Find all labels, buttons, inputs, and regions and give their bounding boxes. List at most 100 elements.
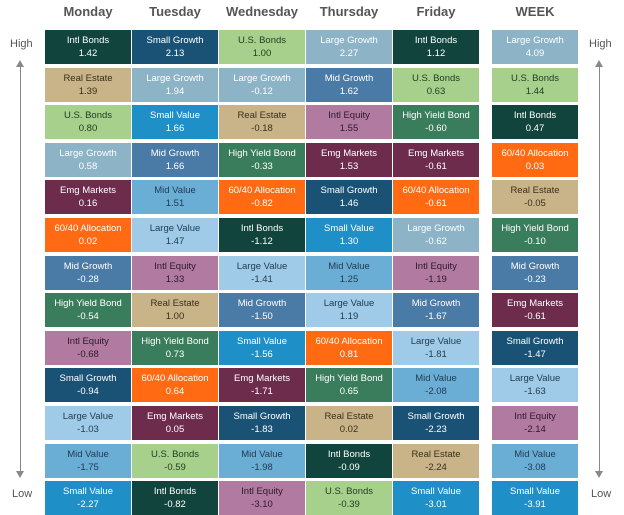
asset-class-label: Intl Equity bbox=[67, 335, 109, 347]
asset-class-label: U.S. Bonds bbox=[510, 72, 560, 84]
asset-class-label: High Yield Bond bbox=[54, 298, 122, 310]
asset-class-label: Small Value bbox=[510, 486, 560, 498]
return-value: -1.63 bbox=[524, 386, 546, 398]
asset-class-label: Mid Growth bbox=[324, 72, 374, 84]
return-value: -0.62 bbox=[425, 236, 447, 247]
table-cell: U.S. Bonds 0.63 bbox=[393, 67, 479, 102]
return-value: -1.56 bbox=[251, 348, 273, 360]
asset-class-label: 60/40 Allocation bbox=[315, 335, 383, 347]
table-cell: High Yield Bond -0.54 bbox=[45, 293, 131, 328]
return-value: 0.80 bbox=[78, 123, 98, 135]
return-value: -1.81 bbox=[425, 348, 447, 360]
return-value: 0.02 bbox=[78, 236, 98, 247]
asset-class-label: Emg Markets bbox=[234, 373, 290, 385]
asset-class-label: Intl Bonds bbox=[153, 486, 197, 498]
table-cell: Small Value -1.56 bbox=[219, 330, 305, 365]
return-value: -0.09 bbox=[338, 461, 360, 473]
asset-class-label: Large Growth bbox=[320, 35, 378, 46]
table-cell: Mid Growth -0.23 bbox=[492, 255, 578, 290]
arrow-down-icon-left bbox=[16, 471, 24, 478]
table-cell: 60/40 Allocation -0.82 bbox=[219, 180, 305, 215]
return-value: -0.54 bbox=[77, 311, 99, 323]
arrow-up-icon-right bbox=[595, 60, 603, 67]
table-cell: Mid Value -3.08 bbox=[492, 443, 578, 478]
asset-class-label: Intl Bonds bbox=[327, 448, 371, 460]
column-header: Thursday bbox=[319, 4, 379, 19]
table-cell: Real Estate -0.05 bbox=[492, 180, 578, 215]
table-cell: Intl Bonds -0.82 bbox=[132, 481, 218, 515]
table-cell: High Yield Bond 0.73 bbox=[132, 330, 218, 365]
return-value: 1.00 bbox=[252, 48, 272, 59]
table-cell: Small Value -3.01 bbox=[393, 481, 479, 515]
asset-class-label: Small Growth bbox=[233, 411, 291, 422]
asset-class-label: Intl Equity bbox=[415, 260, 457, 272]
return-value: 1.66 bbox=[165, 160, 185, 172]
table-cell: Intl Bonds 1.42 bbox=[45, 30, 131, 64]
return-value: -2.24 bbox=[425, 461, 447, 473]
asset-class-label: 60/40 Allocation bbox=[54, 223, 122, 234]
table-cell: U.S. Bonds 1.00 bbox=[219, 30, 305, 64]
return-value: -0.82 bbox=[164, 499, 186, 511]
asset-class-label: Mid Value bbox=[154, 185, 196, 197]
return-value: -0.61 bbox=[425, 160, 447, 172]
asset-class-label: High Yield Bond bbox=[402, 110, 470, 122]
asset-class-label: Real Estate bbox=[324, 411, 374, 422]
return-value: -1.83 bbox=[251, 424, 273, 435]
return-value: -3.01 bbox=[425, 499, 447, 511]
return-value: -1.75 bbox=[77, 461, 99, 473]
table-cell: Small Growth 1.46 bbox=[306, 180, 392, 215]
table-cell: Small Growth -1.83 bbox=[219, 406, 305, 440]
asset-class-label: Emg Markets bbox=[147, 411, 203, 422]
return-value: -3.08 bbox=[524, 461, 546, 473]
arrow-line-right bbox=[599, 66, 600, 472]
asset-class-label: Real Estate bbox=[510, 185, 560, 197]
table-cell: Emg Markets 1.53 bbox=[306, 142, 392, 177]
return-value: 0.58 bbox=[78, 160, 98, 172]
table-cell: 60/40 Allocation 0.81 bbox=[306, 330, 392, 365]
return-value: -1.41 bbox=[251, 273, 273, 285]
asset-class-label: Small Value bbox=[324, 223, 374, 234]
asset-class-label: Small Value bbox=[411, 486, 461, 498]
table-cell: Intl Bonds -1.12 bbox=[219, 218, 305, 252]
asset-class-label: U.S. Bonds bbox=[237, 35, 287, 46]
table-cell: Small Value -3.91 bbox=[492, 481, 578, 515]
table-cell: Mid Growth -1.50 bbox=[219, 293, 305, 328]
asset-class-label: Small Growth bbox=[320, 185, 378, 197]
arrow-up-icon-left bbox=[16, 60, 24, 67]
table-cell: Intl Bonds 0.47 bbox=[492, 105, 578, 140]
asset-class-label: Small Growth bbox=[506, 335, 564, 347]
table-cell: Large Value 1.19 bbox=[306, 293, 392, 328]
asset-class-label: Large Value bbox=[236, 260, 288, 272]
return-value: 1.46 bbox=[339, 198, 359, 210]
asset-class-label: Intl Equity bbox=[241, 486, 283, 498]
table-cell: Mid Growth 1.66 bbox=[132, 142, 218, 177]
return-value: 1.39 bbox=[78, 85, 98, 97]
asset-class-label: 60/40 Allocation bbox=[501, 147, 569, 159]
table-cell: Emg Markets -0.61 bbox=[393, 142, 479, 177]
asset-class-label: Large Growth bbox=[59, 147, 117, 159]
asset-class-label: Real Estate bbox=[237, 110, 287, 122]
return-value: 0.47 bbox=[525, 123, 545, 135]
return-value: -0.05 bbox=[524, 198, 546, 210]
asset-class-label: Intl Equity bbox=[514, 411, 556, 422]
asset-class-label: High Yield Bond bbox=[141, 335, 209, 347]
return-value: 4.09 bbox=[525, 48, 545, 59]
return-value: 0.02 bbox=[339, 424, 359, 435]
return-value: 0.65 bbox=[339, 386, 359, 398]
table-cell: Emg Markets 0.16 bbox=[45, 180, 131, 215]
return-value: 1.66 bbox=[165, 123, 185, 135]
table-cell: Mid Value 1.25 bbox=[306, 255, 392, 290]
table-cell: Intl Equity -1.19 bbox=[393, 255, 479, 290]
return-value: -1.50 bbox=[251, 311, 273, 323]
table-cell: Real Estate 1.39 bbox=[45, 67, 131, 102]
table-cell: Real Estate 0.02 bbox=[306, 406, 392, 440]
low-label-left: Low bbox=[12, 488, 33, 500]
return-value: -0.12 bbox=[251, 85, 273, 97]
table-cell: Real Estate -2.24 bbox=[393, 443, 479, 478]
return-value: -2.23 bbox=[425, 424, 447, 435]
table-cell: Small Value -2.27 bbox=[45, 481, 131, 515]
asset-class-label: Intl Bonds bbox=[513, 110, 557, 122]
column-header: Monday bbox=[63, 4, 113, 19]
table-cell: Large Growth -0.12 bbox=[219, 67, 305, 102]
